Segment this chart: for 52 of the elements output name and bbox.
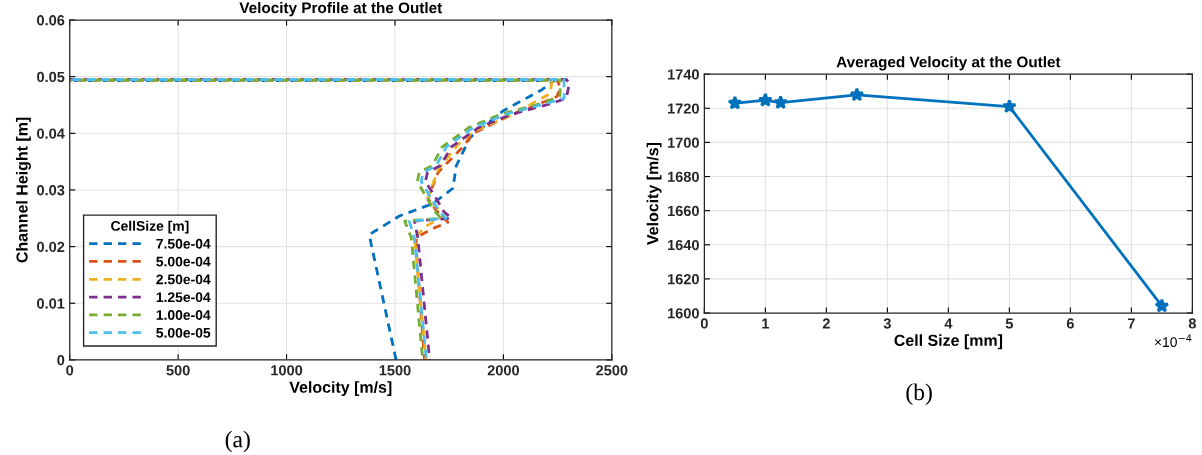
point xyxy=(758,92,773,107)
legend-title: CellSize [m] xyxy=(111,220,189,234)
y-axis-title: Channel Height [m] xyxy=(15,117,31,263)
y-tick-label: 1660 xyxy=(667,205,699,217)
x-tick-label: 5 xyxy=(1005,318,1014,329)
y-tick-label: 1680 xyxy=(667,171,699,182)
x-tick-label: 3 xyxy=(883,318,891,329)
x-tick-label: 2000 xyxy=(487,365,520,376)
legend-label: 5.00e-04 xyxy=(156,256,211,267)
point xyxy=(1002,98,1017,114)
x-tick-label: 2500 xyxy=(596,365,628,376)
x-tick-label: 0 xyxy=(66,365,74,376)
chart-title: Averaged Velocity at the Outlet xyxy=(836,56,1061,71)
y-tick-label: 0.02 xyxy=(37,241,65,253)
y-tick-label: 0.04 xyxy=(37,128,65,139)
x-axis-title: Cell Size [mm] xyxy=(894,334,1003,350)
y-tick-label: 1740 xyxy=(667,69,699,80)
legend-label: 1.00e-04 xyxy=(156,310,211,320)
x-axis-title: Velocity [m/s] xyxy=(289,381,392,397)
legend-label: 5.00e-05 xyxy=(156,327,211,338)
point xyxy=(773,95,788,110)
y-tick-label: 0.06 xyxy=(37,15,65,26)
x-tick-label: 4 xyxy=(944,318,953,329)
y-tick-label: 1700 xyxy=(667,137,699,148)
x-tick-label: 500 xyxy=(166,365,190,376)
legend-label: 7.50e-04 xyxy=(156,238,211,249)
y-axis-title: Velocity [m/s] xyxy=(646,143,662,245)
text: (b) xyxy=(906,383,932,405)
x-tick-label: 6 xyxy=(1066,318,1074,329)
y-tick-label: 1640 xyxy=(667,239,699,251)
y-tick-label: 1720 xyxy=(667,103,699,114)
text: ×10$^{−4}$ xyxy=(1154,334,1192,348)
x-tick-label: 2 xyxy=(822,318,830,329)
y-tick-label: 0.05 xyxy=(37,71,65,83)
y-tick-label: 1620 xyxy=(667,274,699,285)
point xyxy=(1154,298,1170,313)
x-tick-label: 1000 xyxy=(271,365,303,376)
y-tick-label: 0.01 xyxy=(37,298,65,309)
y-tick-label: 1600 xyxy=(667,308,699,319)
y-tick-label: 0.03 xyxy=(37,185,65,196)
x-tick-label: 0 xyxy=(700,318,708,329)
x-tick-label: 7 xyxy=(1127,318,1135,329)
text: (a) xyxy=(225,430,250,453)
legend-label: 1.25e-04 xyxy=(156,292,211,303)
y-tick-label: 0 xyxy=(57,355,65,366)
legend-label: 2.50e-04 xyxy=(156,274,211,285)
chart-title: Velocity Profile at the Outlet xyxy=(239,2,443,17)
x-tick-label: 8 xyxy=(1188,318,1196,329)
x-tick-label: 1500 xyxy=(379,365,411,376)
point xyxy=(849,87,865,102)
x-tick-label: 1 xyxy=(762,318,770,329)
point xyxy=(727,95,743,110)
